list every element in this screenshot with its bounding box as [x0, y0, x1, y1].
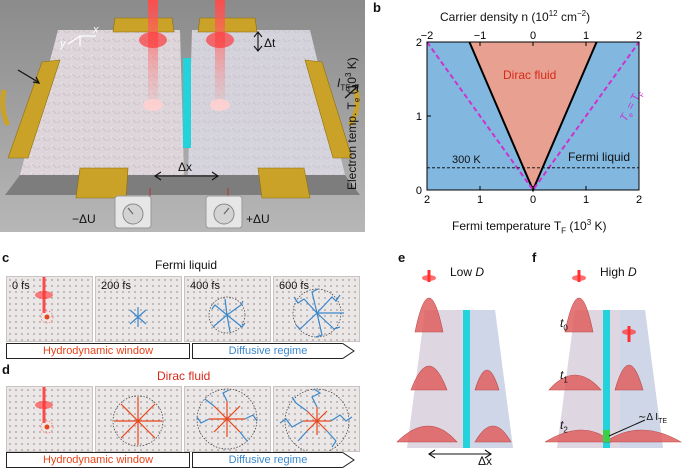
delta-t-label: Δt	[264, 36, 276, 50]
panel-c-title: Fermi liquid	[155, 258, 218, 272]
panel-f-label: f	[532, 250, 537, 265]
contact-left	[7, 59, 61, 159]
time-0fs: 0 fs	[12, 280, 30, 292]
bottom-tick-label: 1	[583, 194, 589, 206]
line-300k-label: 300 K	[452, 154, 481, 166]
contact-top-right	[197, 17, 258, 33]
contact-bottom-right	[257, 167, 311, 199]
fermi-frame-1: 200 fs	[95, 276, 182, 342]
plus-delta-u-label: +ΔU	[246, 212, 270, 226]
signal-label: ∼Δ ITE	[638, 412, 668, 425]
contact-top-left	[112, 17, 175, 33]
panel-e-delta-x: Δx	[478, 454, 493, 468]
left-graphene	[20, 30, 184, 175]
diffusive-arrow-head-c	[342, 343, 355, 359]
contact-right	[304, 59, 353, 159]
panel-b-label: b	[373, 0, 381, 15]
top-tick-label: 0	[530, 30, 536, 42]
bottom-tick-label: 2	[636, 194, 642, 206]
device-illustration	[0, 0, 365, 232]
ite-label: ITE	[337, 76, 351, 93]
axis-x-label: x	[93, 24, 99, 36]
minus-delta-u-label: −ΔU	[72, 212, 96, 226]
diffusive-regime-arrow-d: Diffusive regime	[192, 452, 343, 468]
voltage-source-right	[205, 188, 243, 229]
panel-e-diagram	[396, 270, 513, 459]
bottom-axis-title: Fermi temperature TF (103 K)	[452, 218, 607, 236]
top-axis-title: Carrier density n (1012 cm−2)	[440, 9, 591, 24]
panel-c-label: c	[2, 250, 10, 265]
contact-bottom-left	[75, 167, 129, 199]
t0-label: t0	[560, 316, 568, 333]
y-axis-title: Electron temp. Te (103 K)	[344, 57, 362, 190]
region-fermi-label: Fermi liquid	[568, 150, 631, 164]
top-tick-label: 2	[636, 30, 642, 42]
panel-a-device	[0, 0, 365, 232]
y-tick-label: 0	[416, 185, 422, 197]
dirac-frame-2	[184, 386, 271, 452]
panel-e-label: e	[398, 250, 406, 265]
top-tick-label: 1	[583, 30, 589, 42]
hydro-window-arrow-d: Hydrodynamic window	[6, 452, 190, 468]
bottom-tick-label: 2	[424, 194, 430, 206]
time-400fs: 400 fs	[190, 280, 220, 292]
top-tick-label: −1	[474, 30, 487, 42]
axis-y-label: y	[60, 38, 66, 50]
fermi-frame-0: 0 fs	[6, 276, 93, 342]
bottom-tick-label: 1	[477, 194, 483, 206]
dirac-fluid-region	[469, 42, 597, 190]
right-graphene	[188, 30, 345, 175]
time-600fs: 600 fs	[279, 280, 309, 292]
panel-d-label: d	[2, 362, 10, 377]
panel-e-caption: Low D	[450, 265, 485, 279]
dirac-frame-0	[6, 386, 93, 452]
panel-f-diagram	[545, 270, 683, 448]
time-200fs: 200 fs	[101, 280, 131, 292]
dirac-frame-3	[273, 386, 360, 452]
cyan-gap	[183, 58, 191, 148]
top-tick-label: −2	[421, 30, 434, 42]
t1-label: t1	[560, 368, 568, 385]
te-equals-tf-line	[426, 41, 640, 192]
hydro-window-arrow-c: Hydrodynamic window	[6, 343, 190, 359]
panel-d-title: Dirac fluid	[157, 369, 211, 383]
region-dirac-label: Dirac fluid	[503, 68, 557, 82]
bottom-tick-label: 0	[530, 194, 536, 206]
t2-label: t2	[560, 418, 568, 435]
y-tick-label: 1	[416, 111, 422, 123]
laser-left	[148, 0, 158, 105]
diffusive-regime-arrow-c: Diffusive regime	[192, 343, 343, 359]
laser-right	[215, 0, 225, 105]
panel-f-caption: High D	[600, 265, 637, 279]
delta-x-label: Δx	[178, 160, 193, 174]
dirac-frame-1	[95, 386, 182, 452]
fermi-frame-2: 400 fs	[184, 276, 271, 342]
y-tick-label: 2	[416, 37, 422, 49]
fermi-frame-3: 600 fs	[273, 276, 360, 342]
diffusive-arrow-head-d	[342, 452, 355, 468]
voltage-source-left	[114, 188, 152, 229]
